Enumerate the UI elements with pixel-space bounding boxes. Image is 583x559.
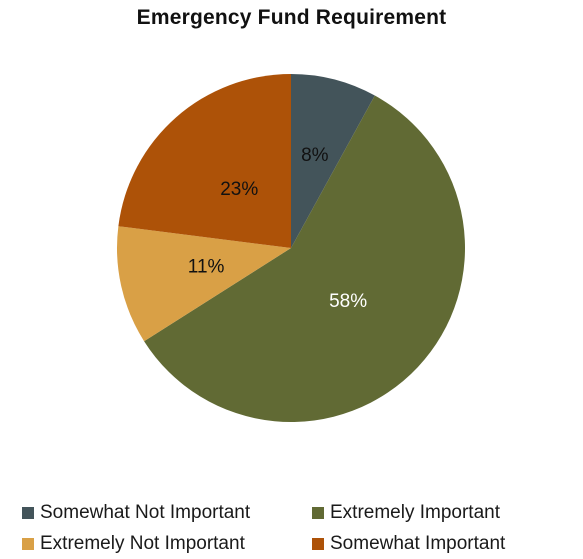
legend-item: Somewhat Important [312, 533, 572, 555]
legend-item: Extremely Not Important [22, 533, 312, 555]
pie-slices [117, 74, 466, 423]
legend-swatch [312, 507, 324, 519]
legend-swatch [312, 538, 324, 550]
pie-slice-somewhat-important [118, 74, 291, 248]
legend-item: Extremely Important [312, 502, 572, 524]
pie-data-label: 8% [301, 145, 329, 166]
pie-data-label: 23% [220, 179, 258, 200]
chart-title: Emergency Fund Requirement [136, 6, 447, 29]
legend-label: Somewhat Not Important [40, 502, 251, 523]
pie-slice-somewhat-not-important [291, 74, 375, 248]
legend-label: Extremely Important [330, 502, 500, 523]
legend-label: Somewhat Important [330, 533, 506, 554]
pie-chart: 8% 58% 11% 23% [117, 74, 466, 423]
legend-swatch [22, 507, 34, 519]
pie-data-label: 58% [329, 291, 367, 312]
pie-data-label: 11% [188, 256, 225, 277]
legend-item: Somewhat Not Important [22, 502, 312, 524]
pie-data-labels: 8% 58% 11% 23% [188, 145, 367, 312]
legend: Somewhat Not Important Extremely Importan… [22, 502, 582, 555]
legend-swatch [22, 538, 34, 550]
legend-label: Extremely Not Important [40, 533, 245, 554]
pie-slice-extremely-important [144, 95, 466, 423]
pie-slice-extremely-not-important [117, 226, 291, 342]
